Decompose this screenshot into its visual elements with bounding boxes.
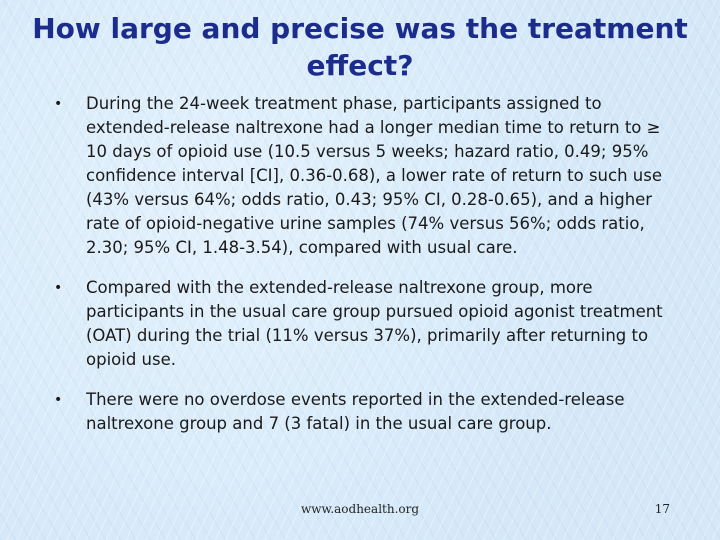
bullet-item-oat: • Compared with the extended-release nal…	[50, 276, 670, 372]
bullet-icon: •	[54, 96, 63, 112]
bullet-item-overdose: • There were no overdose events reported…	[50, 388, 670, 436]
slide-title: How large and precise was the treatment …	[32, 12, 688, 82]
bullet-text: There were no overdose events reported i…	[86, 390, 625, 433]
bullet-item-treatment-phase: • During the 24-week treatment phase, pa…	[50, 92, 670, 260]
bullet-text: Compared with the extended-release naltr…	[86, 278, 663, 369]
bullet-icon: •	[54, 280, 63, 296]
bullet-text: During the 24-week treatment phase, part…	[86, 94, 662, 257]
bullet-icon: •	[54, 392, 63, 408]
footer-url: www.aodhealth.org	[300, 502, 420, 516]
page-number: 17	[654, 502, 670, 516]
bullet-list: • During the 24-week treatment phase, pa…	[50, 92, 670, 436]
